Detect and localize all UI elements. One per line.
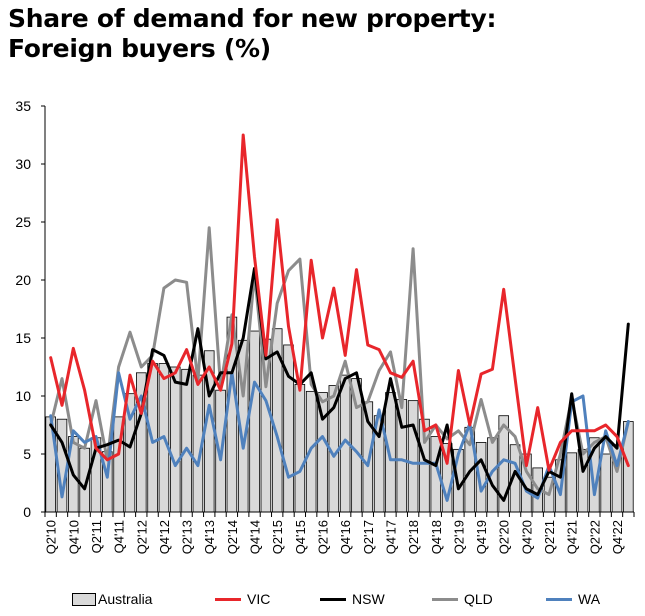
x-tick-label: Q2'15: [270, 520, 285, 554]
line-qld: [49, 226, 630, 497]
chart-title-line-1: Share of demand for new property:: [8, 4, 497, 33]
x-tick-label: Q4'18: [429, 520, 444, 554]
legend-label-vic: VIC: [247, 591, 271, 607]
legend-item-australia: Australia: [72, 586, 152, 612]
legend-swatch-nsw: [320, 597, 346, 601]
x-tick-label: Q4'15: [293, 520, 308, 554]
bar-australia: [385, 392, 396, 513]
x-tick-label: Q4'13: [202, 520, 217, 554]
x-tick-label: Q2'10: [44, 520, 59, 554]
x-tick-label: Q4'16: [338, 520, 353, 554]
x-tick-label: Q2'14: [225, 520, 240, 554]
bar-australia: [181, 368, 192, 513]
bar-australia: [294, 383, 306, 513]
legend-item-wa: WA: [546, 586, 600, 612]
x-tick-label: Q2'17: [361, 520, 376, 554]
legend-swatch-qld: [432, 597, 458, 601]
bar-australia: [566, 452, 577, 513]
y-tick-label: 35: [15, 98, 31, 114]
x-tick-label: Q2'21: [542, 520, 557, 554]
bar-australia: [407, 400, 419, 513]
x-tick-label: Q4'14: [248, 520, 263, 554]
x-tick-label: Q4'12: [157, 520, 172, 554]
legend-label-australia: Australia: [98, 591, 153, 607]
y-tick-label: 30: [15, 156, 31, 172]
x-tick-label: Q2'16: [316, 520, 331, 554]
chart-title: Share of demand for new property: Foreig…: [8, 4, 496, 64]
legend-label-nsw: NSW: [352, 591, 385, 607]
x-tick-label: Q2'12: [134, 520, 149, 554]
y-tick-label: 25: [15, 214, 31, 230]
x-tick-label: Q2'18: [406, 520, 421, 554]
x-tick-label: Q4'22: [610, 520, 625, 554]
y-tick-label: 5: [23, 446, 31, 462]
legend-item-vic: VIC: [215, 586, 270, 612]
x-tick-label: Q4'19: [474, 520, 489, 554]
chart-title-line-2: Foreign buyers (%): [8, 34, 271, 63]
bar-australia: [249, 330, 260, 513]
legend-label-qld: QLD: [464, 591, 493, 607]
x-tick-label: Q4'20: [519, 520, 534, 554]
line-vic: [49, 133, 630, 472]
x-tick-label: Q2'11: [89, 520, 104, 553]
x-tick-label: Q2'22: [587, 520, 602, 554]
x-tick-label: Q2'20: [497, 520, 512, 554]
legend-item-qld: QLD: [432, 586, 493, 612]
legend-label-wa: WA: [578, 591, 601, 607]
bar-australia: [305, 390, 317, 513]
x-tick-label: Q4'11: [112, 520, 127, 553]
line-wa: [49, 371, 630, 502]
chart-canvas: 0 5 10 15 20 25 30 35 Q2'10 Q4'10 Q2'11 Q4'11 Q2'12 Q…: [15, 98, 635, 554]
chart-legend: Australia VIC NSW QLD WA: [0, 586, 645, 612]
bar-australia: [577, 448, 589, 513]
x-tick-label: Q2'19: [451, 520, 466, 554]
y-tick-label: 0: [23, 504, 31, 520]
y-tick-label: 20: [15, 272, 31, 288]
y-tick-label: 10: [15, 388, 31, 404]
legend-item-nsw: NSW: [320, 586, 385, 612]
legend-swatch-wa: [546, 597, 572, 601]
x-tick-label: Q4'10: [66, 520, 81, 554]
legend-swatch-australia: [72, 592, 96, 606]
y-tick-label: 15: [15, 330, 31, 346]
x-tick-label: Q4'17: [383, 520, 398, 554]
legend-swatch-vic: [215, 597, 241, 601]
x-tick-label: Q4'21: [565, 520, 580, 554]
x-tick-label: Q2'13: [180, 520, 195, 554]
bar-australia: [600, 453, 611, 513]
bar-australia: [169, 366, 181, 513]
